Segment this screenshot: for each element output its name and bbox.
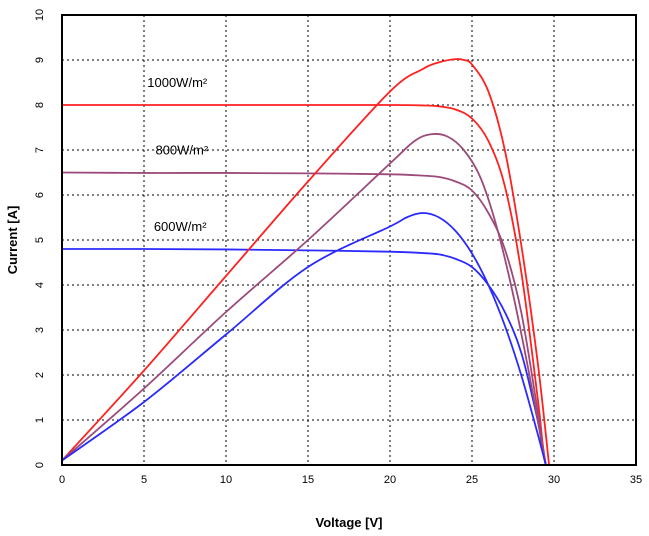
plot-frame [61, 14, 637, 466]
y-tick-label: 9 [34, 57, 46, 63]
y-tick-label: 5 [34, 237, 46, 243]
y-tick-label: 1 [34, 417, 46, 423]
y-tick-label: 3 [34, 327, 46, 333]
curves [61, 58, 550, 466]
x-axis-label: Voltage [V] [316, 515, 383, 530]
pv-curve-4 [61, 133, 547, 466]
y-axis-label: Current [A] [5, 206, 20, 275]
y-tick-label: 7 [34, 147, 46, 153]
annotations: 1000W/m² 800W/m² 600W/m² [147, 75, 209, 234]
x-tick-labels: 0 5 10 15 20 25 30 35 [59, 474, 642, 486]
x-tick-label: 0 [59, 474, 65, 486]
x-tick-label: 10 [220, 474, 232, 486]
x-tick-label: 35 [630, 474, 642, 486]
y-tick-label: 6 [34, 192, 46, 198]
iv-curve-2 [61, 248, 547, 466]
y-tick-label: 4 [34, 282, 46, 288]
x-tick-label: 15 [302, 474, 314, 486]
irradiance-label: 1000W/m² [147, 75, 208, 90]
pv-curve-3 [61, 58, 550, 466]
x-tick-label: 5 [141, 474, 147, 486]
x-tick-label: 25 [466, 474, 478, 486]
irradiance-label: 600W/m² [154, 219, 207, 234]
pv-curve-5 [61, 212, 547, 466]
y-tick-label: 2 [34, 372, 46, 378]
x-tick-label: 20 [384, 474, 396, 486]
y-tick-label: 8 [34, 102, 46, 108]
iv-curve-0 [61, 104, 547, 466]
iv-curve-1 [61, 171, 547, 466]
x-tick-label: 30 [548, 474, 560, 486]
irradiance-label: 800W/m² [155, 143, 208, 158]
y-tick-label: 0 [34, 462, 46, 468]
y-tick-label: 10 [34, 9, 46, 21]
y-tick-labels: 0 1 2 3 4 5 6 7 8 9 10 [34, 9, 46, 468]
